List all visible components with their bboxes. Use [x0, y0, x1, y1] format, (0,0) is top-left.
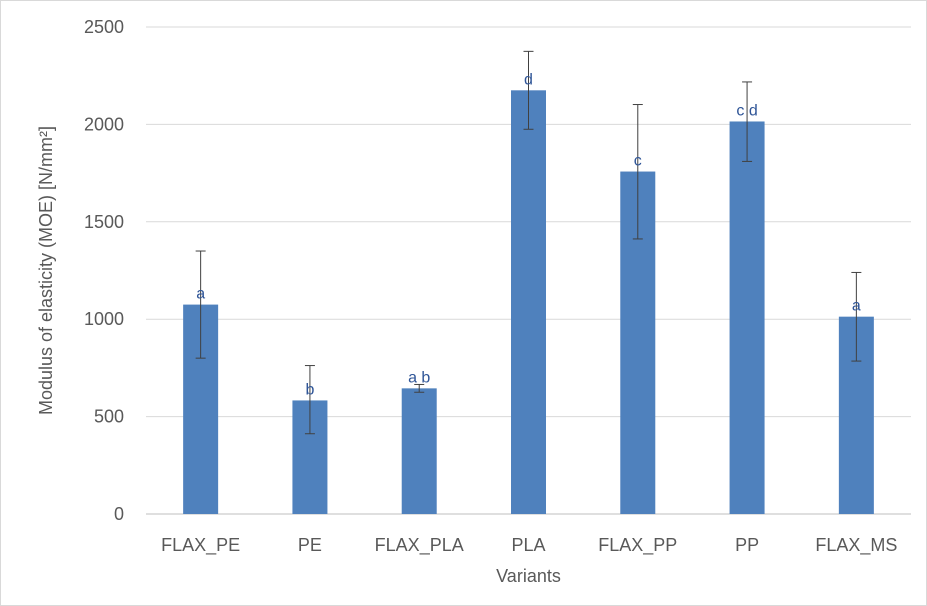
x-tick-label: PLA: [511, 535, 545, 555]
y-axis-title: Modulus of elasticity (MOE) [N/mm²]: [36, 126, 56, 415]
y-tick-label: 500: [94, 407, 124, 427]
x-tick-label: PE: [298, 535, 322, 555]
data-label: a: [852, 298, 861, 315]
x-tick-label: FLAX_PLA: [375, 535, 464, 556]
bar: [511, 90, 546, 514]
bars: [183, 90, 874, 514]
x-tick-label: PP: [735, 535, 759, 555]
y-tick-label: 2500: [84, 17, 124, 37]
y-tick-label: 0: [114, 504, 124, 524]
data-label: c d: [736, 102, 757, 119]
y-tick-label: 2000: [84, 114, 124, 134]
data-label: a b: [408, 369, 430, 386]
error-bars: [195, 50, 862, 435]
data-label: d: [524, 71, 533, 88]
data-label: a: [196, 286, 205, 303]
data-label: b: [305, 381, 314, 398]
y-tick-label: 1500: [84, 212, 124, 232]
y-tick-labels: 0 500 1000 1500 2000 2500: [84, 17, 124, 524]
bar: [401, 388, 437, 514]
data-label: c: [634, 153, 642, 170]
bar: [729, 121, 765, 514]
y-tick-label: 1000: [84, 309, 124, 329]
data-labels: a b a b d c c d a: [196, 71, 861, 398]
x-tick-label: FLAX_PP: [598, 535, 677, 556]
x-tick-label: FLAX_PE: [161, 535, 240, 556]
x-tick-labels: FLAX_PE PE FLAX_PLA PLA FLAX_PP PP FLAX_MS: [161, 535, 897, 556]
x-axis-title: Variants: [496, 566, 561, 586]
x-tick-label: FLAX_MS: [815, 535, 897, 556]
